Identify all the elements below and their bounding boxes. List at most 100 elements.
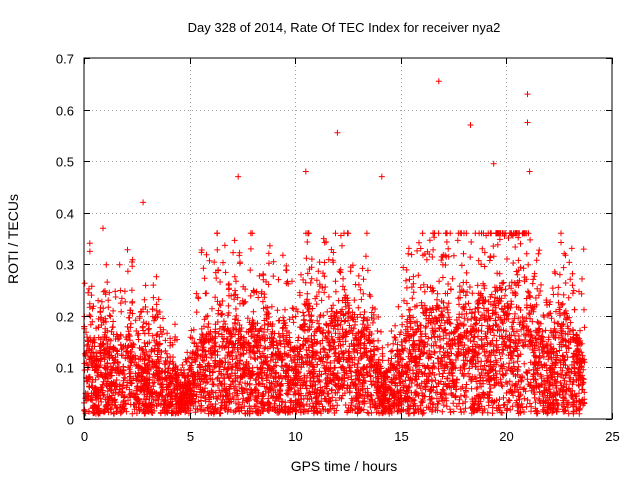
data-point xyxy=(321,346,327,352)
data-point xyxy=(135,332,141,338)
data-point xyxy=(319,297,325,303)
data-point xyxy=(461,251,467,257)
data-point xyxy=(105,297,111,303)
data-point xyxy=(270,273,276,279)
data-point xyxy=(304,239,310,245)
data-point xyxy=(200,265,206,271)
data-point xyxy=(100,225,106,231)
data-point xyxy=(89,319,95,325)
chart-title: Day 328 of 2014, Rate Of TEC Index for r… xyxy=(188,20,501,35)
data-point xyxy=(577,328,583,334)
data-point xyxy=(451,253,457,259)
data-point xyxy=(524,376,530,382)
data-point xyxy=(112,288,118,294)
data-point xyxy=(314,339,320,345)
data-point xyxy=(226,286,232,292)
data-point xyxy=(569,245,575,251)
data-point xyxy=(304,291,310,297)
data-point xyxy=(340,283,346,289)
data-point xyxy=(344,408,350,414)
data-point xyxy=(461,372,467,378)
data-point xyxy=(528,408,534,414)
data-point xyxy=(420,230,426,236)
data-point xyxy=(403,278,409,284)
data-point xyxy=(271,259,277,265)
data-point xyxy=(572,307,578,313)
data-point xyxy=(405,251,411,257)
data-point xyxy=(536,292,542,298)
data-point xyxy=(399,313,405,319)
data-point xyxy=(248,293,254,299)
data-point xyxy=(360,265,366,271)
data-point xyxy=(491,161,497,167)
data-point xyxy=(555,284,561,290)
data-point xyxy=(404,285,410,291)
data-point xyxy=(341,287,347,293)
data-point xyxy=(107,312,113,318)
data-point xyxy=(109,324,115,330)
data-point xyxy=(435,291,441,297)
data-point xyxy=(282,307,288,313)
data-point xyxy=(582,324,588,330)
data-point xyxy=(436,278,442,284)
data-point xyxy=(119,295,125,301)
data-point xyxy=(339,243,345,249)
data-point xyxy=(352,322,358,328)
data-point xyxy=(525,262,531,268)
data-point xyxy=(468,122,474,128)
data-point xyxy=(430,247,436,253)
data-point xyxy=(561,292,567,298)
data-point xyxy=(110,308,116,314)
data-point xyxy=(392,323,398,329)
data-point xyxy=(289,305,295,311)
data-point xyxy=(457,406,463,412)
data-point xyxy=(202,291,208,297)
data-point xyxy=(301,313,307,319)
data-point xyxy=(105,304,111,310)
data-point xyxy=(113,294,119,300)
data-point xyxy=(125,247,131,253)
data-point xyxy=(230,250,236,256)
data-point xyxy=(571,288,577,294)
data-point xyxy=(550,285,556,291)
data-point xyxy=(515,257,521,263)
data-point xyxy=(82,280,88,286)
data-point xyxy=(467,284,473,290)
data-point xyxy=(538,282,544,288)
data-point xyxy=(223,269,229,275)
data-point xyxy=(303,169,309,175)
data-point xyxy=(514,272,520,278)
data-point xyxy=(221,318,227,324)
data-point xyxy=(333,278,339,284)
data-point xyxy=(469,290,475,296)
data-point xyxy=(326,294,332,300)
data-point xyxy=(309,256,315,262)
data-point xyxy=(110,319,116,325)
data-point xyxy=(324,309,330,315)
data-point xyxy=(232,237,238,243)
data-point xyxy=(141,297,147,303)
data-point xyxy=(367,293,373,299)
data-point xyxy=(209,306,215,312)
data-point xyxy=(490,243,496,249)
data-point xyxy=(374,328,380,334)
data-point xyxy=(233,278,239,284)
data-point xyxy=(233,306,239,312)
data-point xyxy=(406,245,412,251)
data-point xyxy=(518,379,524,385)
data-point xyxy=(125,324,131,330)
data-point xyxy=(300,310,306,316)
data-point xyxy=(450,400,456,406)
data-point xyxy=(473,320,479,326)
data-point xyxy=(355,305,361,311)
data-point xyxy=(162,348,168,354)
data-point xyxy=(468,239,474,245)
data-point xyxy=(536,247,542,253)
data-point xyxy=(248,246,254,252)
data-point xyxy=(248,230,254,236)
data-point xyxy=(331,365,337,371)
data-point xyxy=(364,230,370,236)
data-point xyxy=(100,305,106,311)
data-point xyxy=(367,292,373,298)
data-point xyxy=(444,239,450,245)
